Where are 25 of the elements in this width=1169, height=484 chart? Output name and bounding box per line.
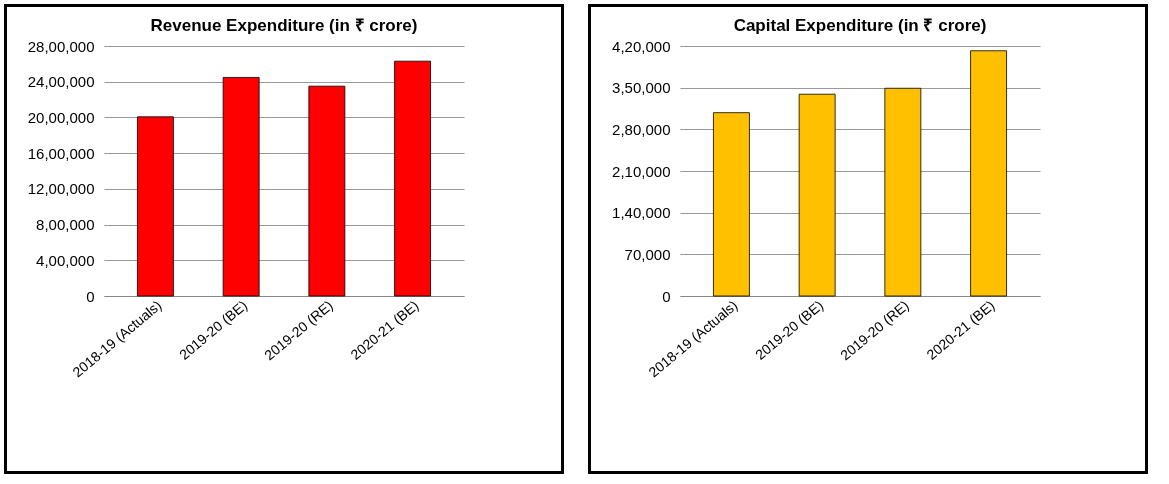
y-tick-label: 4,00,000 <box>36 251 95 269</box>
y-tick-label: 24,00,000 <box>27 73 95 91</box>
y-tick-label: 0 <box>662 287 671 305</box>
y-tick-label: 2,80,000 <box>612 120 671 138</box>
bar <box>222 77 260 297</box>
y-tick-label: 1,40,000 <box>612 204 671 222</box>
bar <box>884 87 922 297</box>
bar <box>308 85 346 297</box>
bar <box>394 60 431 297</box>
chart-title: Capital Expenditure (in ₹ crore) <box>733 16 987 35</box>
y-tick-label: 3,50,000 <box>612 79 671 97</box>
y-tick-label: 4,20,000 <box>612 37 671 55</box>
y-tick-label: 0 <box>86 287 95 305</box>
bar <box>798 93 836 297</box>
y-tick-label: 20,00,000 <box>27 108 95 126</box>
chart-title: Revenue Expenditure (in ₹ crore) <box>150 16 418 35</box>
y-tick-label: 12,00,000 <box>27 180 95 198</box>
y-tick-label: 2,10,000 <box>612 162 671 180</box>
bar <box>713 112 750 297</box>
bar <box>970 50 1007 297</box>
y-tick-label: 16,00,000 <box>27 144 95 162</box>
y-tick-label: 28,00,000 <box>27 37 95 55</box>
bar <box>137 116 174 297</box>
y-tick-label: 70,000 <box>624 245 671 263</box>
y-tick-label: 8,00,000 <box>36 216 95 234</box>
